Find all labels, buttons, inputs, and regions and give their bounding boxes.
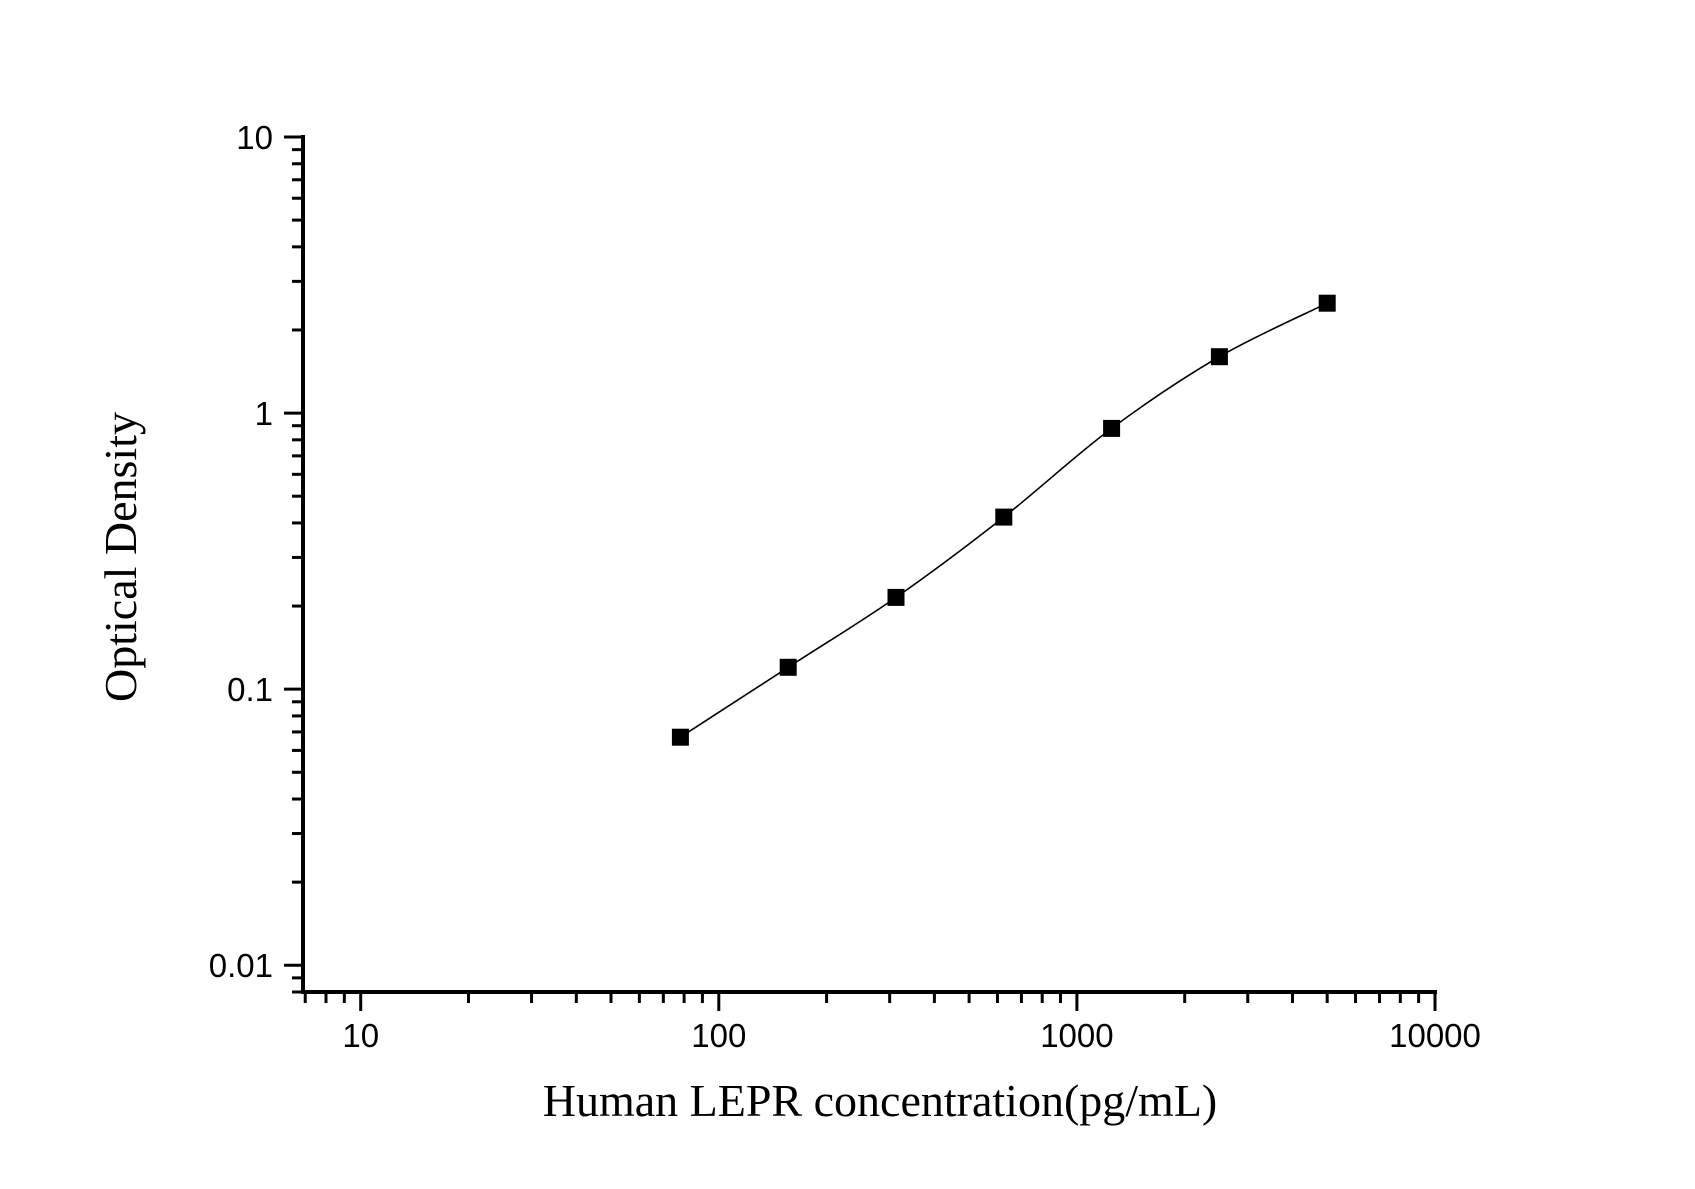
data-point-marker <box>779 658 797 676</box>
y-tick-label: 1 <box>255 395 273 432</box>
data-point-marker <box>887 588 905 606</box>
x-tick-label: 10 <box>342 1017 379 1054</box>
data-point-marker <box>1210 348 1228 366</box>
series-group <box>671 294 1336 746</box>
data-point-marker <box>1103 419 1121 437</box>
axis-tick-labels: 10 100 1000 10000 0.01 0.1 1 10 <box>209 119 1481 1054</box>
x-tick-label: 1000 <box>1040 1017 1113 1054</box>
y-tick-label: 10 <box>236 119 273 156</box>
x-axis-title: Human LEPR concentration(pg/mL) <box>543 1075 1218 1126</box>
data-point-marker <box>671 728 689 746</box>
axes <box>301 135 1437 994</box>
data-point-marker <box>1318 294 1336 312</box>
x-tick-label: 10000 <box>1389 1017 1481 1054</box>
y-tick-label: 0.1 <box>227 671 273 708</box>
y-tick-label: 0.01 <box>209 947 273 984</box>
data-point-marker <box>995 508 1013 526</box>
x-tick-label: 100 <box>691 1017 746 1054</box>
axis-ticks <box>284 135 1437 1011</box>
y-axis-title: Optical Density <box>95 412 146 702</box>
